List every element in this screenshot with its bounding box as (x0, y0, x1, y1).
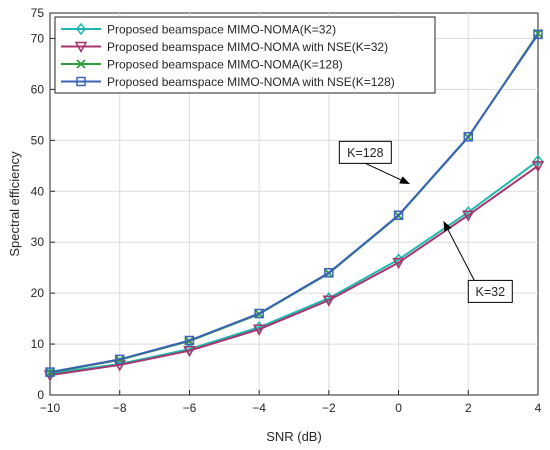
x-tick-label: −8 (113, 401, 127, 415)
series-line-4 (49, 33, 539, 374)
data-point-marker (324, 268, 334, 278)
data-point-marker (254, 308, 264, 319)
x-tick-label: −6 (183, 401, 197, 415)
annotations: K=128 K=32 (338, 140, 513, 303)
y-tick-label: 30 (31, 235, 45, 249)
y-tick-label: 40 (31, 184, 45, 198)
legend-label: Proposed beamspace MIMO-NOMA with NSE(K=… (107, 40, 388, 54)
data-point-marker (392, 257, 405, 270)
data-point-marker (45, 367, 55, 378)
data-point-marker (463, 132, 474, 142)
x-tick-label: 4 (535, 401, 542, 415)
data-point-marker (531, 161, 545, 173)
y-tick-label: 50 (31, 133, 45, 147)
y-tick-label: 10 (31, 337, 45, 351)
annotation-arrow (365, 162, 410, 185)
legend-entry: Proposed beamspace MIMO-NOMA(K=128) (61, 58, 343, 72)
legend-label: Proposed beamspace MIMO-NOMA with NSE(K=… (107, 75, 395, 89)
data-point-marker (533, 154, 543, 167)
data-point-marker (114, 354, 125, 365)
legend-marker (76, 22, 86, 36)
annotation-box (467, 279, 513, 303)
series-lines (43, 28, 545, 382)
legend-label: Proposed beamspace MIMO-NOMA(K=32) (107, 23, 336, 37)
data-point-marker (393, 210, 404, 220)
annotation-arrow (443, 220, 475, 281)
legend-entry: Proposed beamspace MIMO-NOMA with NSE(K=… (61, 40, 388, 54)
y-tick-label: 20 (31, 286, 45, 300)
legend-box (54, 16, 436, 94)
annotation-box (338, 140, 392, 164)
y-axis-label: Spectral efficiency (7, 151, 22, 257)
legend-label: Proposed beamspace MIMO-NOMA(K=128) (107, 58, 343, 72)
x-axis-label: SNR (dB) (266, 429, 322, 444)
x-tick-label: 2 (465, 401, 472, 415)
series-line-1 (49, 159, 539, 375)
x-tick-label: −4 (252, 401, 266, 415)
data-point-marker (183, 345, 196, 358)
legend-marker (76, 59, 86, 69)
y-tick-label: 70 (31, 31, 45, 45)
annotation-text: K=128 (347, 146, 384, 160)
x-tick-label: −10 (40, 401, 61, 415)
data-point-marker (252, 324, 266, 336)
annotation-text: K=32 (476, 285, 506, 299)
legend-marker (74, 41, 88, 54)
legend: Proposed beamspace MIMO-NOMA(K=32) Propos… (54, 16, 436, 94)
data-point-marker (462, 210, 475, 222)
data-point-marker (533, 29, 543, 40)
x-marker-stroke (76, 59, 86, 69)
data-point-marker (184, 335, 195, 346)
annotation-k128: K=128 (338, 140, 410, 185)
y-tick-label: 75 (31, 6, 45, 20)
legend-entry: Proposed beamspace MIMO-NOMA with NSE(K=… (61, 75, 395, 89)
y-tick-label: 60 (31, 82, 45, 96)
series-line-2 (49, 164, 539, 377)
x-marker-stroke (45, 367, 55, 378)
legend-marker (76, 76, 86, 87)
data-point-marker (45, 367, 55, 377)
x-tick-label: 0 (395, 401, 402, 415)
annotation-k32: K=32 (443, 220, 513, 303)
legend-entry: Proposed beamspace MIMO-NOMA(K=32) (61, 23, 336, 37)
y-tick-label: 0 (37, 388, 44, 402)
x-tick-label: −2 (322, 401, 336, 415)
data-point-marker (322, 295, 336, 307)
